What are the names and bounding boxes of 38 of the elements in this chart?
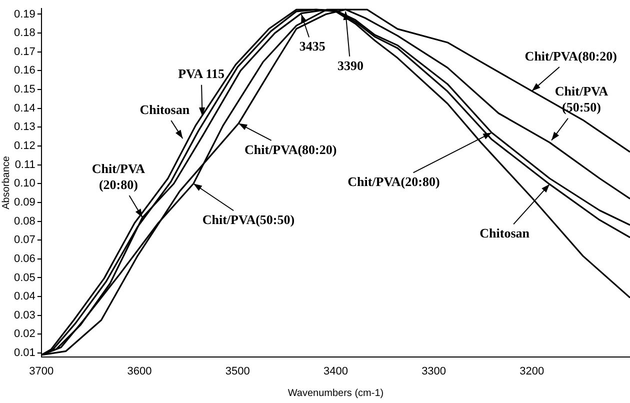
y-axis-title: Absorbance	[0, 156, 12, 210]
x-tick-label: 3200	[520, 365, 544, 378]
y-tick-label: 0.10	[14, 178, 36, 190]
y-tick-label: 0.13	[14, 121, 36, 134]
x-tick-label: 3400	[323, 365, 348, 378]
y-tick-label: 0.12	[14, 140, 36, 152]
annotation: Chit/PVA (20:80)	[92, 160, 146, 192]
y-tick-label: 0.07	[14, 234, 36, 246]
y-tick-label: 0.03	[14, 309, 36, 322]
annotation: 3435	[299, 38, 326, 54]
y-tick-label: 0.06	[14, 252, 36, 265]
y-tick-label: 0.15	[14, 84, 36, 96]
annotation: Chit/PVA(80:20)	[244, 142, 337, 157]
y-tick-label: 0.01	[14, 347, 36, 360]
y-tick-label: 0.05	[14, 272, 36, 284]
annotation: Chitosan	[140, 102, 190, 117]
y-tick-label: 0.14	[14, 102, 36, 114]
y-tick-label: 0.02	[14, 328, 36, 340]
x-tick-label: 3300	[422, 365, 446, 378]
annotation: PVA 115	[178, 66, 225, 82]
x-axis-title: Wavenumbers (cm-1)	[288, 388, 384, 399]
annotation: Chit/PVA(20:80)	[348, 174, 440, 189]
y-tick-label: 0.09	[14, 196, 36, 208]
y-tick-label: 0.04	[14, 290, 36, 303]
y-tick-label: 0.08	[14, 215, 36, 228]
y-tick-label: 0.11	[14, 158, 36, 171]
x-tick-label: 3700	[29, 365, 54, 378]
annotation: Chit/PVA(80:20)	[524, 48, 618, 64]
x-tick-label: 3500	[225, 365, 250, 378]
y-tick-label: 0.16	[14, 64, 36, 77]
annotation: Chitosan	[480, 226, 530, 241]
annotation: 3390	[338, 58, 364, 73]
annotation: Chit/PVA(50:50)	[202, 212, 295, 227]
annotation: Chit/PVA (50:50)	[554, 84, 609, 115]
x-tick-label: 3600	[127, 365, 152, 378]
y-tick-label: 0.19	[14, 8, 36, 20]
y-tick-label: 0.18	[14, 27, 36, 40]
y-tick-label: 0.17	[14, 46, 36, 58]
